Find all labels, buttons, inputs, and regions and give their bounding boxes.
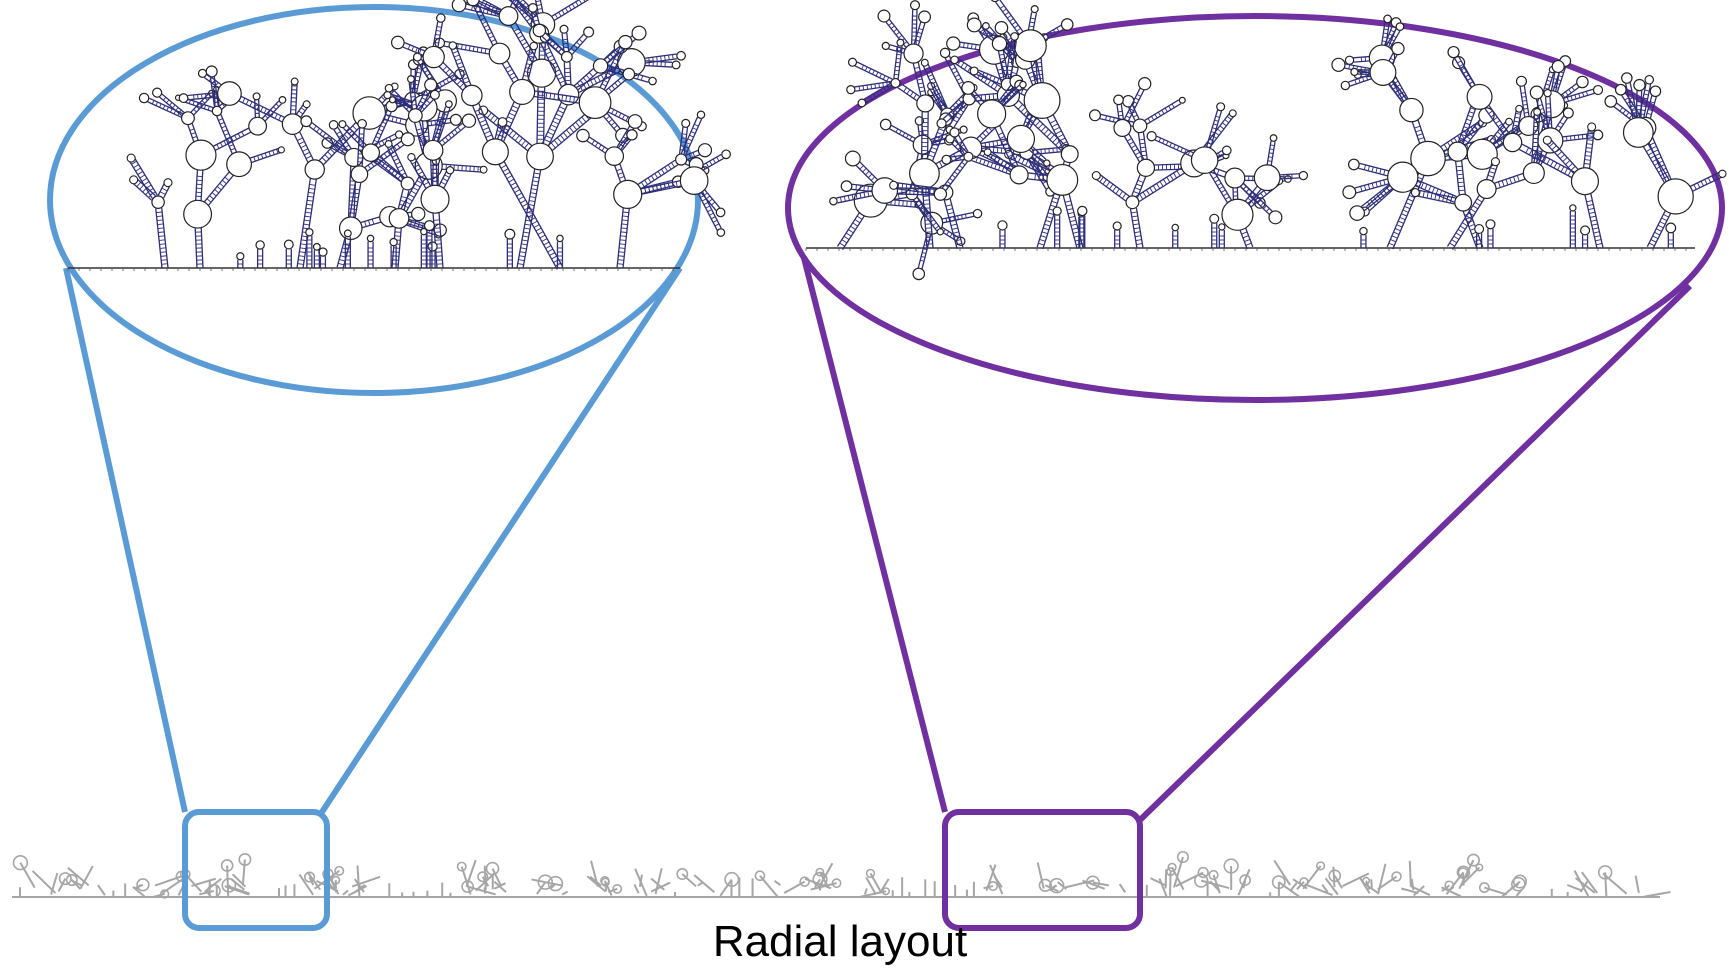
blue-zoom-connector-left (63, 267, 188, 813)
purple-zoom-box (942, 809, 1143, 931)
purple-zoom-connector-left (801, 257, 948, 813)
blue-zoom-group (47, 0, 731, 931)
blue-zoom-ellipse (47, 4, 701, 396)
blue-zoom-box (182, 809, 330, 931)
purple-zoom-group (785, 0, 1727, 931)
purple-zoom-connector-right (1137, 283, 1693, 823)
blue-zoom-connector-right (319, 266, 683, 814)
purple-zoom-structure-detail (805, 0, 1727, 281)
blue-zoom-structure-detail (67, 0, 731, 271)
rna-overview-strip (12, 850, 1671, 899)
caption: Radial layout (712, 917, 968, 966)
